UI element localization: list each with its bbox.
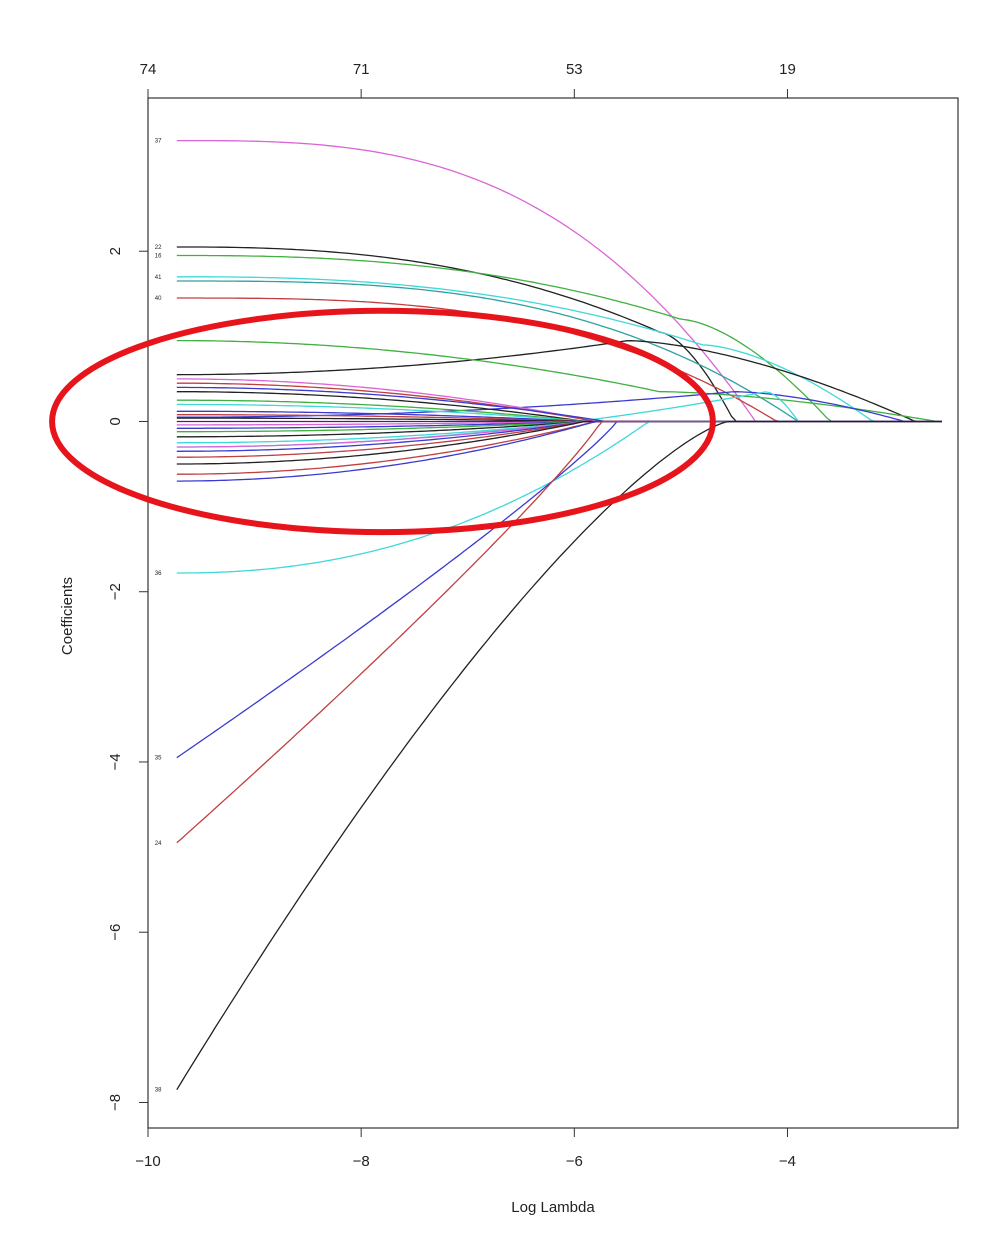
y-axis: 2 0 −2 −4 −6 −8 <box>107 247 149 1111</box>
y-tick-label: −8 <box>107 1094 124 1111</box>
highlight-ellipse <box>49 307 716 536</box>
y-tick-label: −6 <box>107 924 124 941</box>
series-layer <box>176 139 942 1091</box>
y-tick-label: 0 <box>107 417 124 425</box>
path-end-label: 24 <box>155 841 162 847</box>
path-end-label: 22 <box>155 245 162 251</box>
x-tick-label: −4 <box>779 1153 796 1170</box>
y-tick-label: −2 <box>107 583 124 600</box>
coefficient-path <box>176 420 942 1091</box>
coefficient-path <box>176 391 942 423</box>
coefficient-path <box>176 420 942 844</box>
coefficient-path <box>176 254 942 423</box>
top-tick-label: 71 <box>353 61 370 78</box>
x-axis: −10 −8 −6 −4 <box>135 1127 796 1170</box>
y-tick-label: 2 <box>107 247 124 255</box>
x-axis-title: Log Lambda <box>511 1199 595 1216</box>
path-end-label: 41 <box>155 275 162 281</box>
plot-frame <box>147 97 959 1129</box>
highlight-layer <box>49 307 716 536</box>
end-label-layer: 37 22 16 41 40 36 35 24 38 <box>155 139 162 1094</box>
x-tick-label: −10 <box>135 1153 160 1170</box>
path-end-label: 38 <box>155 1088 162 1094</box>
path-end-label: 16 <box>155 253 162 259</box>
coefficient-path <box>176 340 942 423</box>
path-end-label: 37 <box>155 139 162 145</box>
top-tick-label: 19 <box>779 61 796 78</box>
y-tick-label: −4 <box>107 753 124 770</box>
coefficient-path <box>176 139 942 423</box>
top-axis: 74 71 53 19 <box>140 61 796 99</box>
coefficient-path <box>176 420 942 574</box>
coefficient-path <box>176 276 942 423</box>
x-tick-label: −8 <box>353 1153 370 1170</box>
top-tick-label: 53 <box>566 61 583 78</box>
x-tick-label: −6 <box>566 1153 583 1170</box>
top-tick-label: 74 <box>140 61 157 78</box>
path-end-label: 40 <box>155 296 162 302</box>
coefficient-path <box>176 420 942 759</box>
coefficient-path <box>176 420 942 475</box>
coefficient-path <box>176 391 942 423</box>
coefficient-path <box>176 246 942 423</box>
path-end-label: 36 <box>155 571 162 577</box>
coefficient-path <box>176 339 942 423</box>
coefficient-path <box>176 280 942 423</box>
path-end-label: 35 <box>155 756 162 762</box>
y-axis-title: Coefficients <box>59 577 76 655</box>
